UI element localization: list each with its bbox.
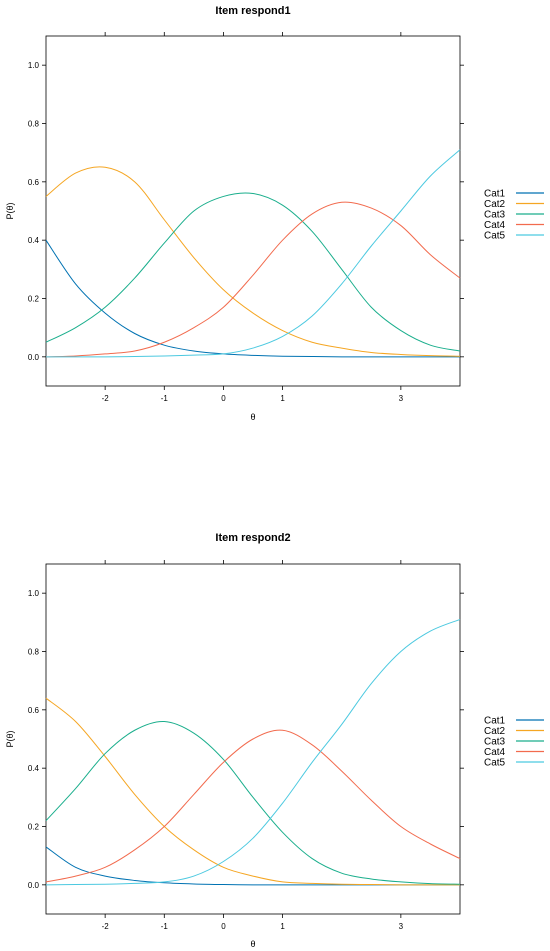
y-tick-label: 0.6 [28,178,40,187]
legend-label: Cat5 [484,231,506,242]
series-line-cat4 [45,201,461,358]
series-line-cat3 [45,192,461,352]
x-axis-label: θ [250,939,255,949]
y-tick-label: 0.8 [28,648,40,657]
series-line-cat3 [45,720,461,885]
chart-panel-1: Item respond1 -2 -1 0 1 3 0.0 0.2 0.4 0.6 0.8 1.0… [5,5,544,422]
x-tick-label: 0 [221,922,226,931]
x-tick-label: 1 [280,394,285,403]
legend-label: Cat2 [484,199,506,210]
x-tick-label: 3 [399,394,404,403]
series-line-cat5 [45,618,461,886]
legend-label: Cat2 [484,726,506,737]
y-tick-label: 1.0 [28,589,40,598]
series-line-cat1 [45,239,460,358]
plot-frame [45,563,461,915]
chart-panel-2: Item respond2 -2 -1 0 1 3 0.0 0.2 0.4 0.6 0.8 1.0… [5,532,544,949]
x-tick-label: -2 [102,394,110,403]
x-tick-label: -1 [161,394,169,403]
y-tick-label: 0.6 [28,706,40,715]
y-tick-label: 0.2 [28,295,40,304]
x-tick-label: 1 [280,922,285,931]
series-line-cat5 [46,149,461,358]
plot-frame [45,35,461,387]
y-tick-label: 0.0 [28,881,40,890]
y-tick-label: 1.0 [28,61,40,70]
y-axis-label: P(θ) [5,202,15,219]
x-tick-label: 0 [221,394,226,403]
x-tick-label: 3 [399,922,404,931]
y-axis-label: P(θ) [5,730,15,747]
y-tick-label: 0.2 [28,823,40,832]
legend-label: Cat4 [484,747,506,758]
legend-label: Cat3 [484,737,506,748]
legend-label: Cat1 [484,189,506,200]
series-line-cat2 [45,697,460,886]
series-line-cat4 [45,729,461,883]
legend-label: Cat5 [484,758,506,769]
y-tick-label: 0.0 [28,353,40,362]
series-line-cat2 [45,166,461,357]
legend-label: Cat3 [484,210,506,221]
legend-label: Cat4 [484,220,506,231]
chart-title: Item respond2 [215,532,290,544]
x-tick-label: -1 [161,922,169,931]
x-tick-label: -2 [102,922,110,931]
chart-title: Item respond1 [215,5,290,17]
legend-label: Cat1 [484,716,506,727]
y-tick-label: 0.4 [28,236,40,245]
y-tick-label: 0.8 [28,120,40,129]
x-axis-label: θ [250,412,255,422]
y-tick-label: 0.4 [28,764,40,773]
